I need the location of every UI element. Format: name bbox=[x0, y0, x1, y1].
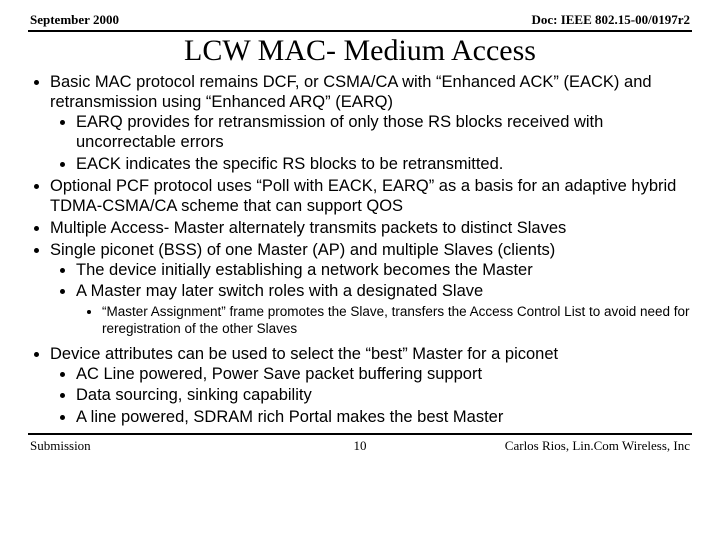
sub-bullet-text: A Master may later switch roles with a d… bbox=[76, 282, 483, 300]
bullet-item: Device attributes can be used to select … bbox=[50, 344, 692, 427]
sub-bullet-list: AC Line powered, Power Save packet buffe… bbox=[50, 364, 692, 426]
slide-title: LCW MAC- Medium Access bbox=[28, 34, 692, 68]
sub-bullet-item: A Master may later switch roles with a d… bbox=[76, 281, 692, 338]
sub-bullet-item: EARQ provides for retransmission of only… bbox=[76, 112, 692, 152]
bullet-list: Basic MAC protocol remains DCF, or CSMA/… bbox=[28, 72, 692, 427]
subsub-bullet-item: “Master Assignment” frame promotes the S… bbox=[102, 304, 692, 338]
bullet-item: Single piconet (BSS) of one Master (AP) … bbox=[50, 240, 692, 338]
footer-left: Submission bbox=[30, 438, 91, 454]
footer-author: Carlos Rios, Lin.Com Wireless, Inc bbox=[505, 438, 690, 454]
slide-footer: Submission 10 Carlos Rios, Lin.Com Wirel… bbox=[28, 435, 692, 454]
bullet-text: Device attributes can be used to select … bbox=[50, 345, 558, 363]
sub-bullet-item: Data sourcing, sinking capability bbox=[76, 385, 692, 405]
header-docnum: Doc: IEEE 802.15-00/0197r2 bbox=[531, 12, 690, 28]
bullet-item: Basic MAC protocol remains DCF, or CSMA/… bbox=[50, 72, 692, 174]
sub-bullet-item: A line powered, SDRAM rich Portal makes … bbox=[76, 407, 692, 427]
sub-bullet-item: EACK indicates the specific RS blocks to… bbox=[76, 154, 692, 174]
bullet-text: Basic MAC protocol remains DCF, or CSMA/… bbox=[50, 73, 652, 111]
subsub-bullet-list: “Master Assignment” frame promotes the S… bbox=[76, 304, 692, 338]
bullet-item: Optional PCF protocol uses “Poll with EA… bbox=[50, 176, 692, 216]
bullet-text: Single piconet (BSS) of one Master (AP) … bbox=[50, 241, 555, 259]
sub-bullet-list: EARQ provides for retransmission of only… bbox=[50, 112, 692, 173]
header-date: September 2000 bbox=[30, 12, 119, 28]
bullet-item: Multiple Access- Master alternately tran… bbox=[50, 218, 692, 238]
footer-page-number: 10 bbox=[354, 438, 367, 454]
slide-header: September 2000 Doc: IEEE 802.15-00/0197r… bbox=[28, 12, 692, 30]
sub-bullet-item: The device initially establishing a netw… bbox=[76, 260, 692, 280]
header-rule bbox=[28, 30, 692, 32]
sub-bullet-list: The device initially establishing a netw… bbox=[50, 260, 692, 338]
sub-bullet-item: AC Line powered, Power Save packet buffe… bbox=[76, 364, 692, 384]
